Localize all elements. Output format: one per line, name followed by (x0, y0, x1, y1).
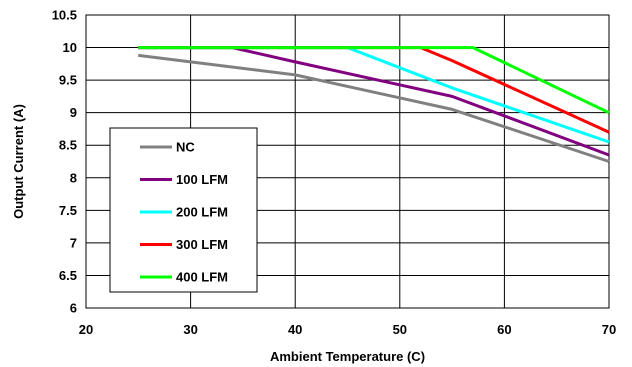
legend-label-0: NC (176, 140, 195, 155)
y-tick-label: 9.5 (59, 73, 77, 88)
y-tick-label: 8.5 (59, 138, 77, 153)
legend-label-1: 100 LFM (176, 172, 228, 187)
x-tick-label: 30 (183, 322, 197, 337)
y-tick-label: 8 (70, 170, 77, 185)
series-lines (138, 46, 610, 163)
legend-label-4: 400 LFM (176, 270, 228, 285)
y-tick-label: 10 (63, 40, 77, 55)
y-tick-label: 9 (70, 105, 77, 120)
legend-box (109, 127, 258, 293)
x-tick-label: 50 (393, 322, 407, 337)
legend: NC 100 LFM 200 LFM 300 LFM 400 LFM (109, 127, 258, 293)
x-tick-label: 60 (497, 322, 511, 337)
series-line-0 (138, 53, 610, 163)
legend-label-3: 300 LFM (176, 237, 228, 252)
y-tick-label: 10.5 (52, 8, 77, 23)
legend-label-2: 200 LFM (176, 205, 228, 220)
x-axis-title: Ambient Temperature (C) (270, 349, 425, 364)
y-tick-label: 6 (70, 301, 77, 316)
x-tick-label: 70 (602, 322, 616, 337)
y-axis-title: Output Current (A) (11, 104, 26, 219)
y-tick-label: 7 (70, 235, 77, 250)
series-line-4 (138, 46, 610, 115)
y-tick-label: 7.5 (59, 203, 77, 218)
x-tick-label: 40 (288, 322, 302, 337)
series-line-3 (138, 46, 610, 134)
y-tick-label: 6.5 (59, 268, 77, 283)
tick-labels: 6 6.5 7 7.5 8 8.5 9 9.5 10 10.5 20 30 40 50 60 70 (52, 8, 617, 338)
x-tick-label: 20 (79, 322, 93, 337)
